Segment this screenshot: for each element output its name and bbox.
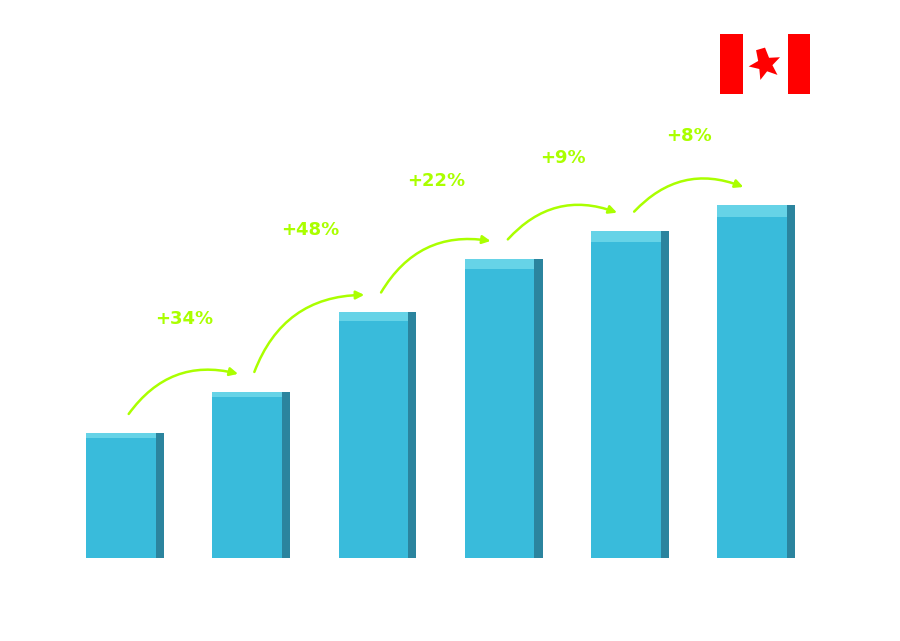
Text: 77,700 CAD: 77,700 CAD: [208, 371, 286, 384]
Bar: [717, 205, 787, 217]
Text: Average Yearly Salary: Average Yearly Salary: [868, 256, 881, 385]
Text: Salary Comparison By Experience: Salary Comparison By Experience: [60, 87, 587, 115]
Bar: [156, 433, 164, 558]
Bar: [465, 258, 535, 269]
Text: 153,000 CAD: 153,000 CAD: [582, 210, 670, 223]
Bar: [212, 392, 282, 558]
Bar: [408, 312, 417, 558]
Text: +9%: +9%: [540, 149, 586, 167]
Bar: [86, 433, 156, 558]
Text: +22%: +22%: [408, 172, 465, 190]
Polygon shape: [749, 47, 780, 80]
Text: 58,200 CAD: 58,200 CAD: [81, 413, 160, 426]
FancyBboxPatch shape: [718, 33, 812, 96]
Text: +34%: +34%: [155, 310, 213, 328]
Bar: [591, 231, 661, 558]
Text: salaryexplorer.com: salaryexplorer.com: [355, 593, 518, 608]
Bar: [338, 312, 408, 320]
Bar: [661, 231, 669, 558]
Text: +48%: +48%: [281, 221, 339, 239]
Bar: [591, 231, 661, 242]
Bar: [717, 205, 787, 558]
Text: Chemical Process Technician: Chemical Process Technician: [60, 114, 339, 133]
Text: 165,000 CAD: 165,000 CAD: [708, 185, 796, 197]
Text: 140,000 CAD: 140,000 CAD: [456, 238, 544, 251]
Bar: [86, 433, 156, 438]
Bar: [788, 34, 810, 94]
Bar: [465, 258, 535, 558]
Text: +8%: +8%: [666, 128, 712, 146]
Text: 115,000 CAD: 115,000 CAD: [329, 292, 417, 304]
Bar: [720, 34, 742, 94]
Bar: [212, 392, 282, 397]
Bar: [535, 258, 543, 558]
Bar: [787, 205, 796, 558]
Bar: [282, 392, 290, 558]
Bar: [338, 312, 408, 558]
